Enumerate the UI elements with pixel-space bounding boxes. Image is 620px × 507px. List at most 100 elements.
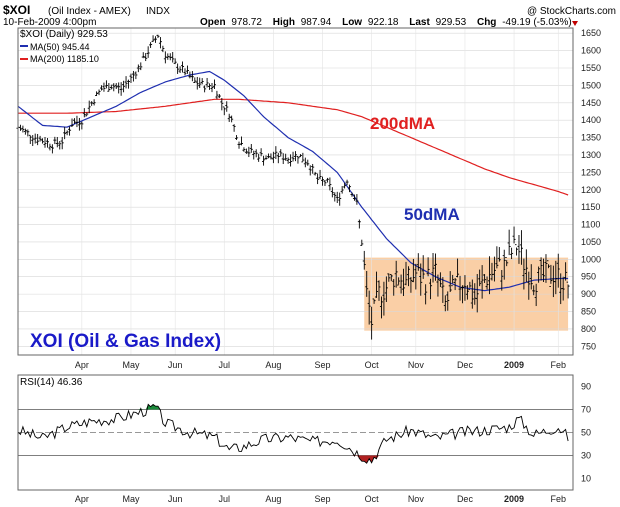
price-bar <box>517 234 521 264</box>
y-tick-label: 950 <box>581 272 596 282</box>
rsi-axis: 10 30 50 70 90 <box>581 382 591 484</box>
price-bar <box>372 298 376 304</box>
legend-ma50: MA(50) 945.44 <box>30 42 90 52</box>
price-bar <box>456 258 460 278</box>
price-bar <box>515 244 519 256</box>
price-bar <box>392 279 396 296</box>
rsi-y-tick-label: 70 <box>581 405 591 415</box>
x-tick-label: Oct <box>365 494 380 504</box>
price-bar <box>286 157 290 164</box>
price-bar <box>512 226 516 244</box>
price-bar <box>195 76 199 90</box>
price-bar <box>301 152 305 163</box>
price-bar <box>529 264 533 290</box>
price-bar <box>43 137 47 148</box>
price-bar <box>82 108 86 118</box>
chart-header: $XOI (Oil Index - AMEX) INDX @ StockChar… <box>3 3 616 28</box>
price-bar <box>176 63 180 74</box>
price-bar <box>235 135 239 140</box>
price-bar <box>134 71 138 80</box>
price-bar <box>367 290 371 325</box>
price-bar <box>18 124 22 131</box>
price-bar <box>70 118 74 127</box>
price-bar <box>102 82 106 92</box>
price-bar <box>306 159 310 166</box>
y-tick-label: 750 <box>581 341 596 351</box>
price-bar <box>139 62 143 71</box>
price-bar <box>475 274 479 313</box>
price-bar <box>185 65 189 74</box>
rsi-oversold-fill <box>18 455 569 464</box>
price-bar <box>208 83 212 90</box>
ohlc-summary: Open 978.72 High 987.94 Low 922.18 Last … <box>200 17 572 28</box>
price-bar <box>419 263 423 296</box>
price-bar <box>230 115 234 123</box>
price-bar <box>510 247 514 260</box>
price-bar <box>181 61 185 73</box>
price-bar <box>416 253 420 271</box>
price-bar <box>429 278 433 300</box>
x-tick-label: Jun <box>168 494 183 504</box>
price-bar <box>379 296 383 319</box>
price-bar <box>92 99 96 106</box>
x-tick-label: Apr <box>75 360 89 370</box>
price-bar <box>365 271 369 297</box>
price-bar <box>414 263 418 290</box>
price-bar <box>534 283 538 307</box>
price-bar <box>38 135 42 142</box>
price-bar <box>117 82 121 94</box>
price-bar <box>460 285 464 304</box>
price-bar <box>171 51 175 63</box>
price-bar <box>549 264 553 287</box>
price-bar <box>303 157 307 168</box>
price-bar <box>441 277 445 303</box>
index-name: (Oil Index - AMEX) <box>48 6 131 17</box>
price-bar <box>119 82 123 96</box>
price-bar <box>60 136 64 150</box>
x-tick-label: Dec <box>457 360 474 370</box>
price-bar <box>107 83 111 92</box>
x-tick-label: May <box>122 494 140 504</box>
price-bar <box>564 262 568 281</box>
legend-ma200: MA(200) 1185.10 <box>30 54 99 64</box>
price-bar <box>451 274 455 287</box>
price-bar <box>291 151 295 162</box>
price-bar <box>397 277 401 286</box>
rsi-y-tick-label: 30 <box>581 451 591 461</box>
price-bar <box>532 285 536 296</box>
price-bar <box>242 147 246 152</box>
price-bar <box>480 265 484 299</box>
price-bar <box>495 246 499 269</box>
price-bar <box>212 79 216 89</box>
price-bar <box>262 155 266 166</box>
price-bar <box>465 285 469 300</box>
x-tick-label: Feb <box>551 360 567 370</box>
price-bar <box>63 126 67 140</box>
y-tick-label: 1300 <box>581 150 601 160</box>
x-tick-label: Aug <box>265 360 281 370</box>
price-bar <box>271 151 275 164</box>
price-bar <box>269 153 273 160</box>
chg-value: -49.19 (-5.03%) <box>502 17 571 28</box>
rsi-y-tick-label: 10 <box>581 474 591 484</box>
y-tick-label: 1550 <box>581 63 601 73</box>
price-bar <box>502 249 506 280</box>
y-tick-label: 1500 <box>581 80 601 90</box>
ma200-annotation: 200dMA <box>370 114 435 133</box>
price-bar <box>114 83 118 90</box>
price-bar <box>249 144 253 153</box>
x-tick-label: Aug <box>265 494 281 504</box>
quote-date: 10-Feb-2009 4:00pm <box>3 17 96 28</box>
exchange: INDX <box>146 6 170 17</box>
price-bar <box>284 153 288 161</box>
low-value: 922.18 <box>368 17 399 28</box>
price-bar <box>244 148 248 154</box>
price-bar <box>163 51 167 64</box>
x-tick-label: Nov <box>408 360 425 370</box>
price-bar <box>402 268 406 296</box>
price-bar <box>276 152 280 164</box>
price-bar <box>247 146 251 158</box>
price-bar <box>519 230 523 265</box>
y-tick-label: 1000 <box>581 254 601 264</box>
price-bar <box>65 130 69 136</box>
